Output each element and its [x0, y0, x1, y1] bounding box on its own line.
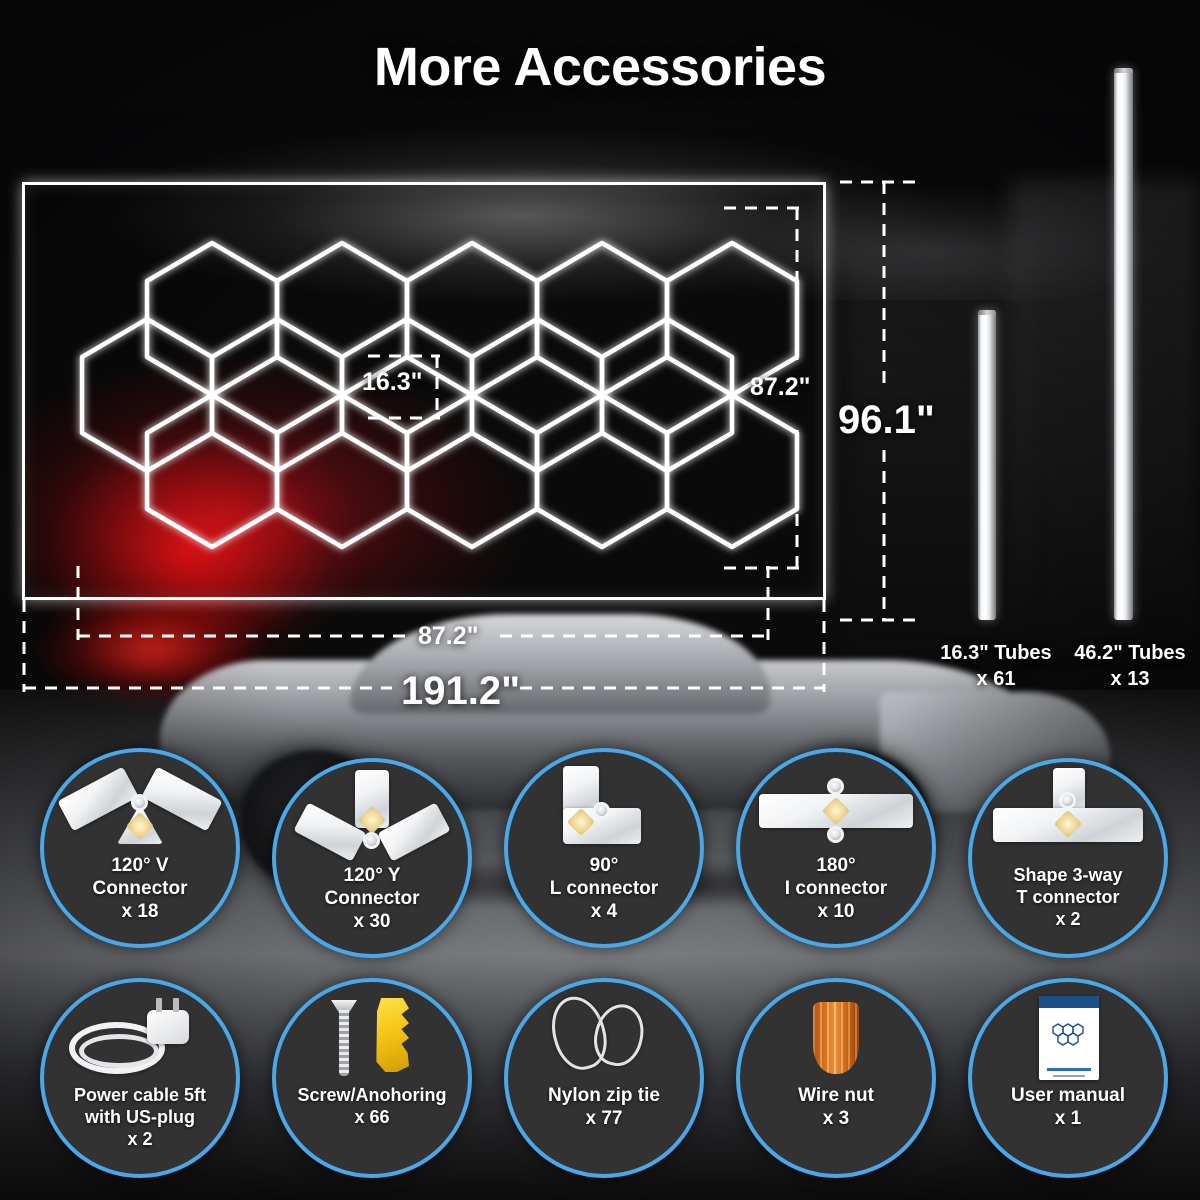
- accessory-i-connector[interactable]: 180° I connector x 10: [736, 748, 936, 948]
- hex-outer-frame: [22, 182, 826, 600]
- accessory-screw-anchor[interactable]: Screw/Anohoring x 66: [272, 978, 472, 1178]
- power-cable-icon: [55, 994, 225, 1082]
- accessory-label: Wire nut x 3: [743, 1084, 929, 1130]
- label-line-2: L connector: [549, 878, 659, 899]
- accessory-l-connector[interactable]: 90° L connector x 4: [504, 748, 704, 948]
- accessory-label: 120° Y Connector x 30: [279, 864, 465, 933]
- tube-short-caption: 16.3" Tubes x 61: [908, 640, 1084, 692]
- accessory-label: Shape 3-way T connector x 2: [975, 864, 1161, 930]
- dimension-inner-width: 87.2": [418, 622, 479, 650]
- tube-long-caption: 46.2" Tubes x 13: [1060, 640, 1200, 692]
- accessory-label: User manual x 1: [975, 1084, 1161, 1130]
- accessory-label: Power cable 5ft with US-plug x 2: [47, 1084, 233, 1150]
- tube-short-count: x 61: [976, 668, 1016, 690]
- dimension-hex-side: 16.3": [362, 368, 423, 396]
- light-tube-long-icon: [1114, 68, 1133, 620]
- accessory-wire-nut[interactable]: Wire nut x 3: [736, 978, 936, 1178]
- y-connector-icon: [287, 770, 457, 862]
- label-line-1: Wire nut: [798, 1085, 874, 1106]
- label-line-1: Power cable 5ft: [73, 1085, 207, 1105]
- accessory-label: Nylon zip tie x 77: [511, 1084, 697, 1130]
- dimension-outer-height: 96.1": [838, 398, 935, 442]
- zip-tie-icon: [519, 990, 689, 1082]
- t-connector-icon: [983, 768, 1153, 862]
- accessory-zip-tie[interactable]: Nylon zip tie x 77: [504, 978, 704, 1178]
- label-line-2: T connector: [1016, 887, 1120, 907]
- label-line-2: Connector: [92, 878, 188, 899]
- tube-long-count: x 13: [1110, 668, 1150, 690]
- accessory-y-connector[interactable]: 120° Y Connector x 30: [272, 758, 472, 958]
- dimension-inner-height: 87.2": [750, 373, 811, 401]
- label-line-1: 120° Y: [343, 865, 401, 886]
- label-count: x 2: [1055, 909, 1081, 929]
- wire-nut-icon: [751, 994, 921, 1082]
- user-manual-icon: [983, 994, 1153, 1082]
- label-line-1: 90°: [589, 855, 619, 876]
- label-count: x 1: [1054, 1108, 1082, 1129]
- label-count: x 77: [585, 1108, 623, 1129]
- accessory-user-manual[interactable]: User manual x 1: [968, 978, 1168, 1178]
- i-connector-icon: [751, 764, 921, 852]
- label-line-1: Nylon zip tie: [548, 1085, 660, 1106]
- label-count: x 18: [121, 901, 159, 922]
- label-count: x 3: [822, 1108, 850, 1129]
- label-count: x 10: [817, 901, 855, 922]
- dimension-outer-width: 191.2": [401, 669, 521, 713]
- accessory-label: 180° I connector x 10: [743, 854, 929, 923]
- light-tube-short-icon: [978, 310, 996, 620]
- accessory-label: 120° V Connector x 18: [47, 854, 233, 923]
- label-line-1: 120° V: [111, 855, 169, 876]
- tube-short-label: 16.3" Tubes: [940, 642, 1052, 664]
- screw-anchor-icon: [287, 994, 457, 1082]
- label-count: x 2: [127, 1129, 153, 1149]
- v-connector-icon: [55, 764, 225, 852]
- label-count: x 4: [590, 901, 618, 922]
- label-count: x 30: [353, 911, 391, 932]
- tube-cap: [1114, 68, 1133, 73]
- label-line-2: I connector: [784, 878, 888, 899]
- label-line-1: Shape 3-way: [1013, 865, 1123, 885]
- tube-long-label: 46.2" Tubes: [1074, 642, 1186, 664]
- accessory-label: 90° L connector x 4: [511, 854, 697, 923]
- label-line-2: with US-plug: [85, 1107, 195, 1127]
- hexagon-grid: [79, 240, 800, 550]
- tube-cap: [978, 310, 996, 315]
- l-connector-icon: [519, 764, 689, 852]
- label-line-2: Connector: [324, 888, 420, 909]
- label-line-1: Screw/Anohoring: [297, 1085, 447, 1105]
- label-line-1: 180°: [816, 855, 856, 876]
- accessory-power-cable[interactable]: Power cable 5ft with US-plug x 2: [40, 978, 240, 1178]
- label-count: x 66: [354, 1107, 390, 1127]
- accessory-t-connector[interactable]: Shape 3-way T connector x 2: [968, 758, 1168, 958]
- label-line-1: User manual: [1010, 1085, 1126, 1106]
- accessory-v-connector[interactable]: 120° V Connector x 18: [40, 748, 240, 948]
- manual-hex-thumbnail: [1052, 1023, 1084, 1046]
- page-title: More Accessories: [373, 37, 827, 97]
- accessory-label: Screw/Anohoring x 66: [279, 1084, 465, 1128]
